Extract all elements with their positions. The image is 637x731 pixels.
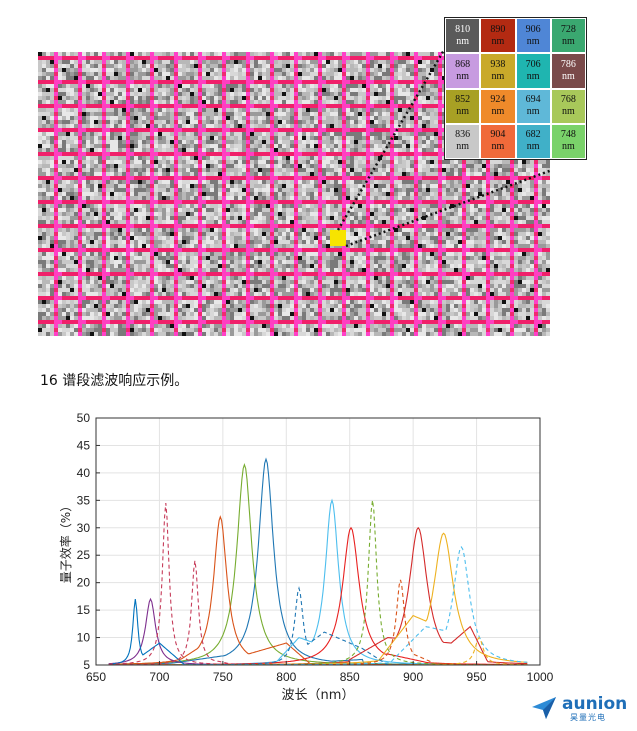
highlight-pixel bbox=[330, 230, 346, 246]
y-tick-label: 10 bbox=[77, 631, 91, 645]
filter-unit: nm bbox=[456, 141, 470, 153]
filter-cell: 938 nm bbox=[481, 54, 515, 88]
grid-lines bbox=[95, 417, 541, 666]
x-tick-label: 700 bbox=[149, 670, 169, 684]
quantum-efficiency-chart: 650 700 750 800 850 900 950 1000 5 10 15 20 25 30 35 40… bbox=[58, 411, 554, 700]
logo-icon bbox=[532, 697, 556, 719]
filter-wavelength: 768 bbox=[560, 94, 576, 106]
x-tick-label: 950 bbox=[467, 670, 487, 684]
series-line-6 bbox=[108, 532, 528, 666]
filter-unit: nm bbox=[526, 106, 540, 118]
filter-cell: 786 nm bbox=[551, 54, 585, 88]
filter-cell: 852 nm bbox=[446, 89, 480, 123]
filter-cell: 694 nm bbox=[516, 89, 550, 123]
filter-unit: nm bbox=[561, 141, 575, 153]
filter-wavelength: 868 bbox=[455, 58, 471, 70]
y-axis-label: 量子效率（%） bbox=[58, 500, 73, 583]
sensor-mosaic: 810 nm 890 nm 906 nm 728 nm 868 nm 938 nm 706 nm 786 nm… bbox=[0, 0, 637, 345]
filter-grid: 810 nm 890 nm 906 nm 728 nm 868 nm 938 nm 706 nm 786 nm… bbox=[444, 17, 587, 160]
series-line-8 bbox=[108, 599, 209, 666]
filter-cell: 682 nm bbox=[516, 124, 550, 158]
y-tick-label: 50 bbox=[77, 411, 91, 425]
x-tick-label: 650 bbox=[86, 670, 106, 684]
filter-unit: nm bbox=[456, 70, 470, 82]
filter-unit: nm bbox=[456, 106, 470, 118]
y-tick-label: 15 bbox=[77, 603, 91, 617]
filter-wavelength: 786 bbox=[560, 58, 576, 70]
filter-wavelength: 810 bbox=[455, 23, 471, 35]
filter-wavelength: 706 bbox=[525, 58, 541, 70]
logo-subtitle: 昊量光电 bbox=[570, 713, 606, 722]
filter-unit: nm bbox=[491, 141, 505, 153]
zoom-line-bottom bbox=[345, 168, 553, 248]
filter-unit: nm bbox=[526, 35, 540, 47]
filter-cell: 728 nm bbox=[551, 19, 585, 53]
filter-unit: nm bbox=[561, 106, 575, 118]
filter-cell: 836 nm bbox=[446, 124, 480, 158]
series-line-4 bbox=[108, 526, 528, 666]
filter-unit: nm bbox=[526, 70, 540, 82]
filter-cell: 868 nm bbox=[446, 54, 480, 88]
x-tick-label: 850 bbox=[340, 670, 360, 684]
filter-cell: 768 nm bbox=[551, 89, 585, 123]
y-tick-label: 40 bbox=[77, 466, 91, 480]
filter-wavelength: 890 bbox=[490, 23, 506, 35]
filter-cell: 904 nm bbox=[481, 124, 515, 158]
filter-cell: 890 nm bbox=[481, 19, 515, 53]
y-tick-label: 25 bbox=[77, 548, 91, 562]
series-line-0 bbox=[108, 457, 528, 666]
filter-unit: nm bbox=[491, 106, 505, 118]
series-line-1 bbox=[108, 462, 528, 666]
filter-unit: nm bbox=[561, 35, 575, 47]
filter-cell: 810 nm bbox=[446, 19, 480, 53]
filter-wavelength: 906 bbox=[525, 23, 541, 35]
filter-unit: nm bbox=[526, 141, 540, 153]
y-tick-label: 20 bbox=[77, 576, 91, 590]
x-tick-label: 900 bbox=[403, 670, 423, 684]
filter-wavelength: 852 bbox=[455, 94, 471, 106]
filter-cell: 748 nm bbox=[551, 124, 585, 158]
filter-wavelength: 728 bbox=[560, 23, 576, 35]
filter-wavelength: 924 bbox=[490, 94, 506, 106]
x-tick-label: 1000 bbox=[527, 670, 554, 684]
filter-cell: 924 nm bbox=[481, 89, 515, 123]
y-tick-label: 5 bbox=[83, 658, 90, 672]
series-group bbox=[108, 457, 528, 666]
filter-wavelength: 836 bbox=[455, 129, 471, 141]
mosaic-image bbox=[38, 49, 553, 336]
x-axis-label: 波长（nm） bbox=[282, 688, 355, 700]
filter-cell: 706 nm bbox=[516, 54, 550, 88]
plot-frame bbox=[95, 417, 541, 666]
filter-unit: nm bbox=[561, 70, 575, 82]
filter-wavelength: 682 bbox=[525, 129, 541, 141]
logo-name: aunion bbox=[562, 694, 628, 714]
series-line-14 bbox=[132, 546, 528, 666]
mosaic-pixels bbox=[38, 52, 550, 336]
x-tick-label: 800 bbox=[276, 670, 296, 684]
figure-caption: 16 谱段滤波响应示例。 bbox=[40, 373, 189, 389]
filter-wavelength: 748 bbox=[560, 129, 576, 141]
filter-wavelength: 904 bbox=[490, 129, 506, 141]
ticks: 650 700 750 800 850 900 950 1000 5 10 15 20 25 30 35 40… bbox=[77, 411, 554, 684]
filter-unit: nm bbox=[491, 35, 505, 47]
y-tick-label: 45 bbox=[77, 438, 91, 452]
filter-wavelength: 938 bbox=[490, 58, 506, 70]
series-line-5 bbox=[108, 526, 528, 666]
filter-unit: nm bbox=[456, 35, 470, 47]
x-tick-label: 750 bbox=[213, 670, 233, 684]
filter-wavelength: 694 bbox=[525, 94, 541, 106]
filter-cell: 906 nm bbox=[516, 19, 550, 53]
filter-unit: nm bbox=[491, 70, 505, 82]
y-tick-label: 35 bbox=[77, 493, 91, 507]
y-tick-label: 30 bbox=[77, 521, 91, 535]
